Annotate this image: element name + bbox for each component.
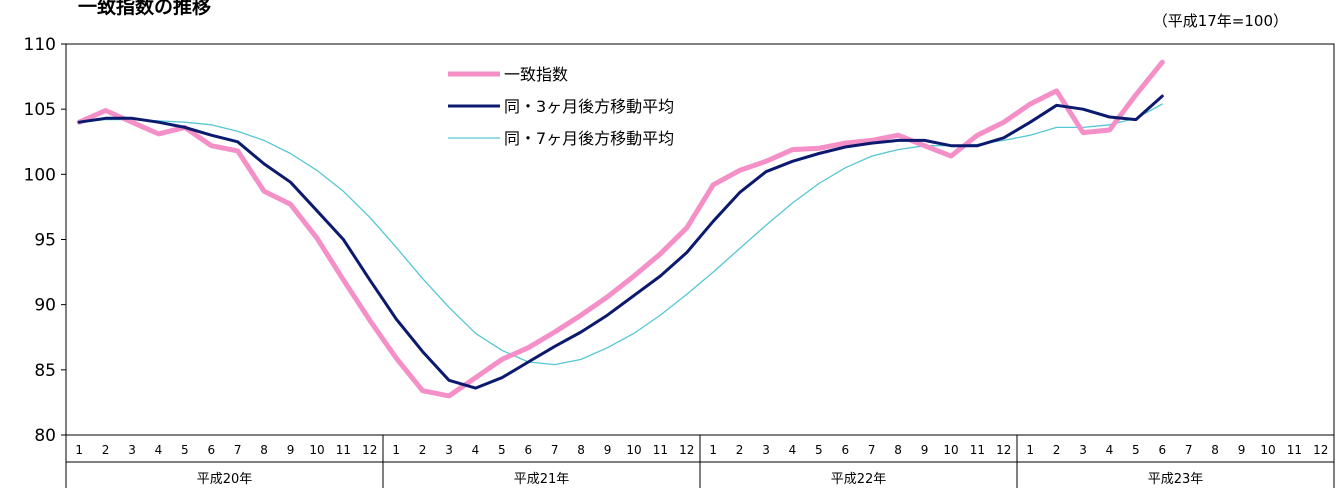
x-tick-label: 11 — [1287, 443, 1302, 457]
legend-label: 同・3ヶ月後方移動平均 — [504, 97, 674, 116]
x-tick-label: 5 — [181, 443, 189, 457]
x-tick-label: 12 — [996, 443, 1011, 457]
year-label: 平成22年 — [831, 472, 887, 487]
x-tick-label: 2 — [102, 443, 110, 457]
x-tick-label: 7 — [868, 443, 876, 457]
x-tick-label: 7 — [551, 443, 559, 457]
x-tick-label: 6 — [1158, 443, 1166, 457]
x-tick-label: 12 — [362, 443, 377, 457]
x-tick-label: 6 — [841, 443, 849, 457]
year-label: 平成21年 — [514, 472, 570, 487]
y-tick-label: 90 — [34, 296, 56, 316]
x-tick-label: 3 — [445, 443, 453, 457]
x-tick-label: 8 — [1211, 443, 1219, 457]
x-tick-label: 2 — [419, 443, 427, 457]
x-tick-label: 10 — [309, 443, 324, 457]
plot-area — [65, 43, 1335, 436]
x-tick-label: 9 — [1238, 443, 1246, 457]
x-tick-label: 10 — [626, 443, 641, 457]
y-tick-label: 85 — [34, 361, 56, 381]
x-tick-label: 4 — [472, 443, 480, 457]
legend-label: 一致指数 — [504, 65, 568, 84]
x-tick-label: 12 — [679, 443, 694, 457]
y-tick-label: 100 — [24, 165, 56, 185]
x-tick-label: 6 — [524, 443, 532, 457]
x-tick-label: 3 — [128, 443, 136, 457]
unit-note: （平成17年=100） — [1152, 12, 1288, 30]
x-tick-label: 10 — [943, 443, 958, 457]
series-line-2 — [77, 94, 1164, 390]
x-tick-label: 2 — [736, 443, 744, 457]
x-tick-label: 10 — [1260, 443, 1275, 457]
year-label: 平成23年 — [1148, 472, 1204, 487]
x-tick-label: 8 — [260, 443, 268, 457]
y-tick-label: 110 — [24, 35, 56, 55]
x-tick-label: 3 — [762, 443, 770, 457]
x-tick-label: 5 — [815, 443, 823, 457]
x-tick-label: 8 — [894, 443, 902, 457]
y-tick-label: 80 — [34, 426, 56, 446]
x-tick-label: 4 — [789, 443, 797, 457]
x-tick-label: 1 — [1026, 443, 1034, 457]
x-tick-label: 7 — [234, 443, 242, 457]
x-tick-label: 5 — [1132, 443, 1140, 457]
x-tick-label: 8 — [577, 443, 585, 457]
legend-label: 同・7ヶ月後方移動平均 — [504, 129, 674, 148]
x-tick-label: 3 — [1079, 443, 1087, 457]
series-line-1 — [76, 59, 1165, 399]
x-tick-label: 9 — [604, 443, 612, 457]
x-tick-label: 5 — [498, 443, 506, 457]
x-tick-label: 4 — [155, 443, 163, 457]
x-tick-label: 9 — [287, 443, 295, 457]
chart-title: 一致指数の推移 — [78, 0, 212, 18]
x-tick-label: 12 — [1313, 443, 1328, 457]
x-tick-label: 4 — [1106, 443, 1114, 457]
x-tick-label: 7 — [1185, 443, 1193, 457]
x-tick-label: 1 — [75, 443, 83, 457]
x-tick-label: 11 — [653, 443, 668, 457]
x-tick-label: 9 — [921, 443, 929, 457]
x-tick-label: 1 — [392, 443, 400, 457]
x-tick-label: 1 — [709, 443, 717, 457]
x-tick-label: 11 — [970, 443, 985, 457]
x-tick-label: 6 — [207, 443, 215, 457]
y-tick-label: 105 — [24, 100, 56, 120]
x-tick-label: 2 — [1053, 443, 1061, 457]
y-tick-label: 95 — [34, 231, 56, 251]
x-tick-label: 11 — [336, 443, 351, 457]
year-label: 平成20年 — [197, 472, 253, 487]
